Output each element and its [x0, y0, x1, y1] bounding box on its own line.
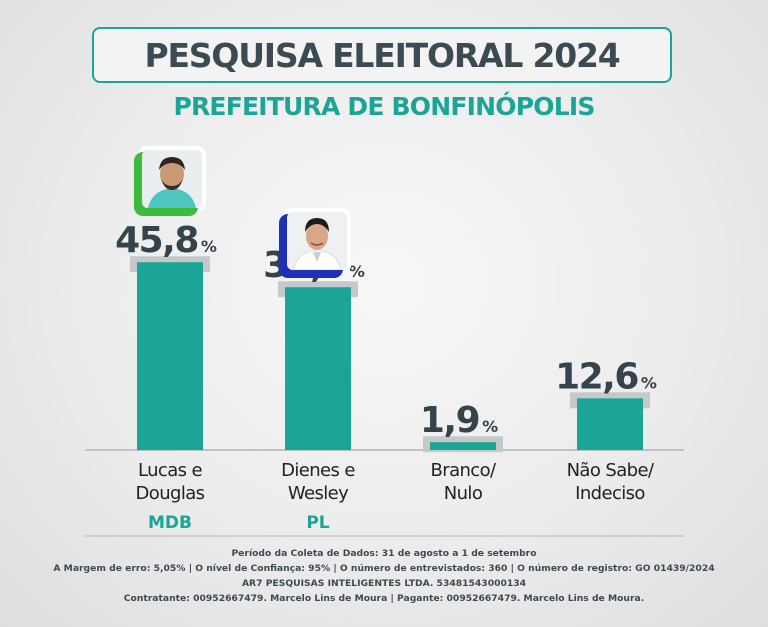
tick-label: Douglas — [136, 483, 205, 504]
data-label: 1,9% — [420, 400, 498, 441]
tick-label: Lucas e — [138, 460, 203, 481]
page-subtitle: PREFEITURA DE BONFINÓPOLIS — [173, 92, 595, 121]
bar — [430, 442, 496, 450]
footer: Período da Coleta de Dados: 31 de agosto… — [0, 546, 768, 606]
tick-label: Branco/ — [431, 460, 497, 481]
footer-line-contractor: Contratante: 00952667479. Marcelo Lins d… — [123, 593, 645, 604]
tick-label: Wesley — [288, 483, 349, 504]
bar — [577, 398, 643, 450]
candidate-photo-dienes — [279, 208, 351, 278]
footer-line-methodology: A Margem de erro: 5,05% | O nível de Con… — [53, 563, 715, 574]
person-icon — [142, 150, 202, 208]
footer-line-company: AR7 PESQUISAS INTELIGENTES LTDA. 5348154… — [241, 578, 527, 589]
person-icon — [287, 212, 347, 270]
party-label: PL — [306, 513, 329, 533]
candidate-photo-lucas — [134, 146, 206, 216]
tick-label: Nulo — [444, 483, 483, 504]
data-label: 12,6% — [555, 356, 657, 397]
bar — [137, 262, 203, 450]
tick-label: Não Sabe/ — [567, 460, 655, 481]
tick-label: Indeciso — [575, 483, 645, 504]
data-label: 45,8% — [115, 220, 217, 261]
title-box: PESQUISA ELEITORAL 2024 — [92, 27, 672, 83]
page-title: PESQUISA ELEITORAL 2024 — [144, 35, 620, 75]
bar — [285, 287, 351, 450]
footer-line-collection-period: Período da Coleta de Dados: 31 de agosto… — [231, 548, 537, 559]
party-label: MDB — [148, 513, 192, 533]
tick-label: Dienes e — [281, 460, 355, 481]
